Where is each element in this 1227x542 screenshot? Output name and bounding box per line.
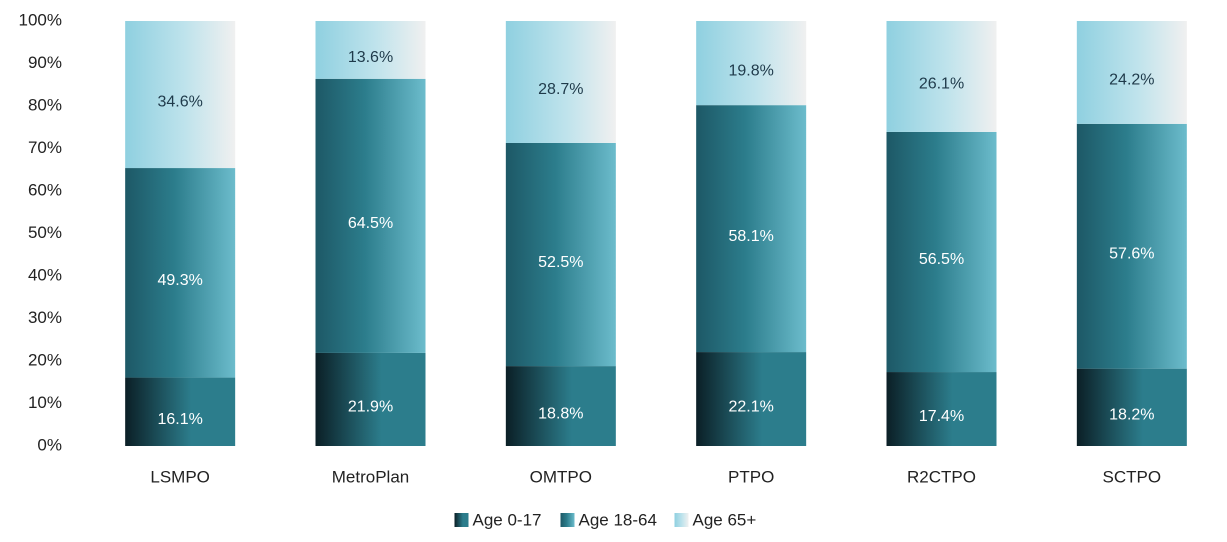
bar-segment (1076, 368, 1187, 446)
data-label: 13.6% (348, 49, 393, 66)
data-label: 57.6% (1109, 245, 1154, 262)
data-label: 21.9% (348, 399, 393, 416)
data-label: 24.2% (1109, 72, 1154, 89)
y-tick-label: 90% (28, 53, 62, 72)
data-label: 58.1% (728, 228, 773, 245)
legend-swatch (560, 513, 575, 527)
bar-segment (505, 366, 616, 446)
data-label: 19.8% (728, 62, 773, 79)
y-tick-label: 60% (28, 180, 62, 199)
data-label: 26.1% (919, 76, 964, 93)
data-label: 34.6% (157, 94, 202, 111)
data-label: 28.7% (538, 81, 583, 98)
data-label: 56.5% (919, 251, 964, 268)
y-tick-label: 50% (28, 223, 62, 242)
data-label: 49.3% (157, 272, 202, 289)
x-tick-label: R2CTPO (907, 467, 976, 486)
bar-segment (505, 142, 616, 367)
legend-swatch (454, 513, 469, 527)
x-tick-label: PTPO (728, 467, 774, 486)
bar-segment (125, 377, 236, 446)
x-tick-label: LSMPO (150, 467, 210, 486)
bar-segment (696, 352, 807, 446)
data-label: 17.4% (919, 408, 964, 425)
legend-swatch (674, 513, 689, 527)
bar-segment (886, 21, 997, 132)
y-tick-label: 80% (28, 95, 62, 114)
y-tick-label: 20% (28, 350, 62, 369)
bar-segment (696, 105, 807, 353)
bar-segment (315, 21, 426, 79)
bar-segment (315, 78, 426, 353)
bar-segment (315, 352, 426, 446)
data-label: 18.2% (1109, 407, 1154, 424)
bar-segment (505, 21, 616, 143)
data-label: 16.1% (157, 411, 202, 428)
legend-label: Age 65+ (693, 510, 757, 529)
y-tick-label: 100% (19, 10, 62, 29)
legend-label: Age 18-64 (579, 510, 657, 529)
data-label: 18.8% (538, 405, 583, 422)
bar-segment (125, 21, 236, 169)
bar-segment (696, 21, 807, 106)
x-tick-label: OMTPO (530, 467, 592, 486)
data-label: 22.1% (728, 398, 773, 415)
bar-segment (1076, 123, 1187, 369)
bar-segment (886, 372, 997, 446)
legend-label: Age 0-17 (473, 510, 542, 529)
y-tick-label: 70% (28, 138, 62, 157)
bar-segment (1076, 21, 1187, 124)
x-tick-label: MetroPlan (332, 467, 409, 486)
y-tick-label: 10% (28, 393, 62, 412)
bar-segment (125, 168, 236, 378)
data-label: 64.5% (348, 215, 393, 232)
y-tick-label: 30% (28, 308, 62, 327)
y-tick-label: 0% (37, 435, 62, 454)
y-tick-label: 40% (28, 265, 62, 284)
x-tick-label: SCTPO (1103, 467, 1162, 486)
bar-segment (886, 131, 997, 373)
data-label: 52.5% (538, 254, 583, 271)
